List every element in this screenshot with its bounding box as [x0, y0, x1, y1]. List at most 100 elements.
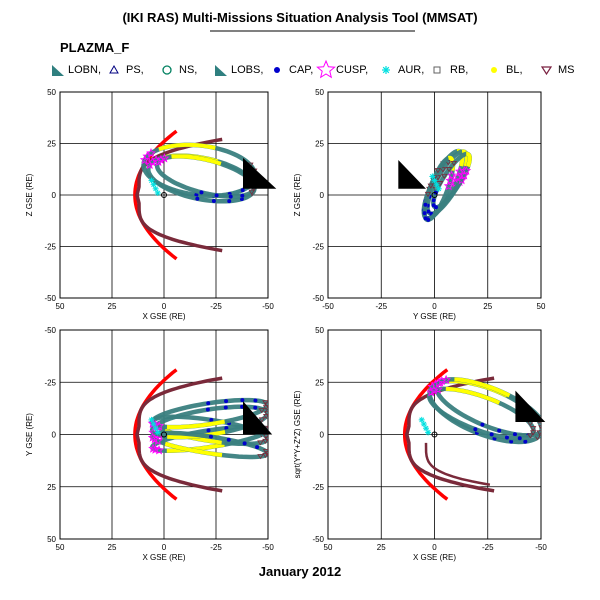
boundary-layer-segment [158, 142, 216, 152]
magnetosheath-point [258, 408, 265, 414]
y-axis-label: sqrt(Y*Y+Z*Z) GSE (RE) [293, 390, 302, 478]
magnetosheath-point [536, 430, 541, 436]
magnetopause-curve [135, 137, 223, 253]
legend-circle-icon [162, 65, 172, 75]
cap-point [223, 405, 228, 410]
panel-x-y: 50 25 0 -25 -50 -50 -25 0 25 50 X GSE (RE) Y GSE (R… [25, 326, 274, 562]
x-tick-label: -50 [262, 543, 274, 552]
cusp-point [436, 375, 447, 386]
legend-item-ms: MS [540, 64, 575, 76]
cap-point [517, 436, 522, 441]
plot-area [133, 368, 268, 501]
cusp-point [441, 374, 452, 385]
panel-y-z: -50 -25 0 25 50 50 25 0 -25 -50 Y GSE (RE) Z GSE (R… [293, 88, 546, 321]
legend-triangle-icon [52, 65, 64, 76]
cap-point [433, 205, 438, 210]
cusp-point [144, 159, 155, 170]
cap-point [199, 190, 204, 195]
legend-item-cusp: CUSP, [316, 59, 368, 79]
boundary-layer-segment [164, 441, 223, 457]
legend-star-icon [316, 59, 336, 79]
y-tick-label: 0 [52, 191, 57, 200]
cap-point [194, 192, 199, 197]
magnetosheath-point [430, 175, 438, 181]
x-tick-label: 25 [108, 302, 117, 311]
legend-item-rb: RB, [433, 64, 468, 76]
legend-item-aur: AUR, [382, 64, 424, 76]
position-triangle-icon [243, 157, 277, 189]
legend-label: LOBS, [231, 64, 263, 76]
y-tick-label: -50 [312, 294, 324, 303]
y-tick-label: 0 [52, 431, 57, 440]
cap-point [211, 199, 216, 204]
aurora-point [154, 429, 161, 436]
x-tick-label: 50 [56, 302, 65, 311]
cap-point [253, 405, 258, 410]
cusp-point [456, 174, 467, 185]
legend-label: CAP, [289, 64, 313, 76]
legend-label: NS, [179, 64, 197, 76]
cap-point [497, 428, 502, 433]
cap-point [431, 198, 436, 203]
x-tick-label: -25 [482, 543, 494, 552]
x-tick-label: -50 [535, 543, 547, 552]
y-axis-label: Y GSE (RE) [25, 413, 34, 456]
cusp-point [433, 377, 444, 388]
x-tick-label: 0 [162, 543, 167, 552]
position-triangle-icon [398, 160, 426, 189]
cap-point [209, 434, 214, 439]
legend-item-cap: CAP, [274, 64, 313, 76]
x-tick-label: 50 [324, 543, 333, 552]
y-tick-label: -25 [312, 483, 324, 492]
aurora-point [148, 416, 155, 423]
earth-icon [431, 192, 438, 198]
legend-label: CUSP, [336, 64, 368, 76]
y-axis-label: Z GSE (RE) [293, 173, 302, 216]
legend-triangle-up-icon [109, 64, 119, 74]
boundary-layer-segment [171, 154, 222, 166]
aurora-point [148, 177, 155, 184]
page-title: (IKI RAS) Multi-Missions Situation Analy… [122, 10, 477, 25]
x-tick-label: -50 [262, 302, 274, 311]
y-tick-label: 25 [47, 483, 56, 492]
x-tick-label: -50 [322, 302, 334, 311]
cap-point [242, 441, 247, 446]
magnetosheath-point [257, 454, 264, 460]
cusp-point [461, 165, 472, 175]
cap-point [227, 199, 232, 204]
x-tick-label: 25 [108, 543, 117, 552]
cap-point [509, 439, 514, 444]
x-tick-label: -25 [210, 543, 222, 552]
position-triangle-icon [515, 390, 546, 422]
aurora-point [422, 425, 429, 432]
plot-area [402, 368, 541, 501]
cap-point [504, 435, 509, 440]
y-tick-label: -25 [44, 243, 56, 252]
cap-point [423, 202, 428, 207]
cusp-point [443, 180, 454, 191]
magnetosheath-point [262, 449, 268, 455]
y-tick-label: 50 [47, 535, 56, 544]
position-triangle-icon [243, 401, 273, 435]
cap-point [228, 194, 233, 199]
legend-label: MS [558, 64, 575, 76]
cap-point [209, 417, 214, 422]
legend-square-icon [433, 66, 441, 74]
legend-label: AUR, [398, 64, 424, 76]
magnetopause-curve [424, 442, 491, 486]
legend-asterisk-icon [382, 66, 390, 74]
x-tick-label: -25 [375, 302, 387, 311]
earth-icon [431, 431, 438, 438]
magnetosheath-point [439, 167, 447, 173]
cap-point [224, 426, 229, 431]
magnetosheath-point [257, 440, 264, 446]
legend-item-lobs: LOBS, [215, 64, 263, 76]
y-tick-label: -50 [312, 535, 324, 544]
cusp-point [446, 170, 457, 180]
y-tick-label: 25 [315, 140, 324, 149]
y-tick-label: 25 [47, 140, 56, 149]
cusp-point [459, 170, 470, 180]
